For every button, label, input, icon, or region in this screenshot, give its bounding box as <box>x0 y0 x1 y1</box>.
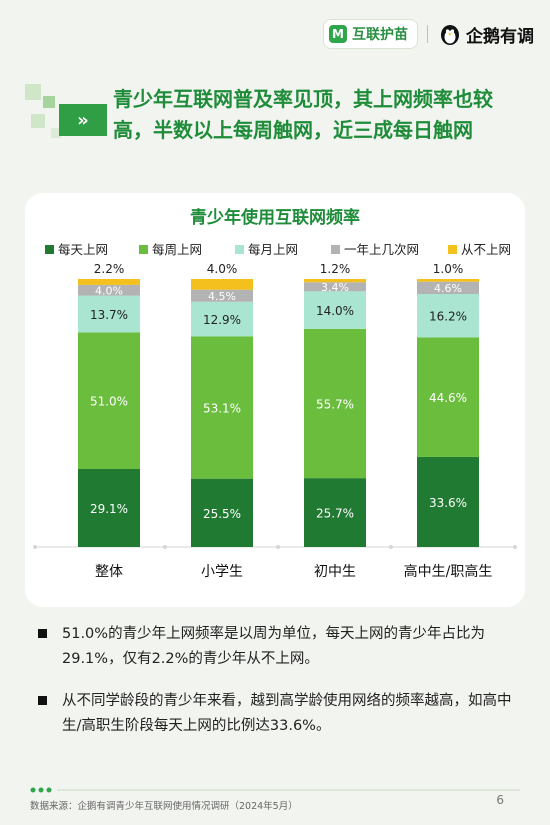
decor-square <box>31 114 45 128</box>
finding-item: 51.0%的青少年上网频率是以周为单位，每天上网的青少年占比为29.1%，仅有2… <box>38 622 528 672</box>
bar-segment <box>191 289 253 302</box>
huliân-humiao-logo: M 互联护苗 <box>324 20 417 48</box>
bar-segment <box>78 279 140 285</box>
bar-segment <box>417 279 479 282</box>
bar-segment <box>417 456 479 547</box>
logo-badge-text: 互联护苗 <box>352 27 408 43</box>
data-label: 16.2% <box>429 310 467 324</box>
data-label: 4.0% <box>95 284 123 297</box>
footer-divider <box>30 787 520 793</box>
axis-tick-dot <box>389 545 393 549</box>
penguin-survey-logo: 企鹅有调 <box>438 22 534 47</box>
data-label: 4.5% <box>208 290 236 303</box>
page-headline: 青少年互联网普及率见顶，其上网频率也较高，半数以上每周触网，近三成每日触网 <box>113 87 493 142</box>
legend-swatch <box>45 245 54 254</box>
data-label: 51.0% <box>90 395 128 409</box>
finding-text: 51.0%的青少年上网频率是以周为单位，每天上网的青少年占比为29.1%，仅有2… <box>62 626 486 667</box>
legend-label: 每天上网 <box>58 242 108 257</box>
bar-segment <box>417 281 479 295</box>
axis-tick-dot <box>276 545 280 549</box>
bar-segment <box>191 279 253 290</box>
decor-square <box>25 84 41 100</box>
data-label: 33.6% <box>429 496 467 510</box>
data-label: 1.2% <box>320 262 351 276</box>
logo-divider <box>427 25 428 43</box>
axis-tick-dot <box>163 545 167 549</box>
bar-segment <box>191 301 253 337</box>
data-label: 12.9% <box>203 313 241 327</box>
data-label: 13.7% <box>90 308 128 322</box>
legend-swatch <box>331 245 340 254</box>
data-label: 25.7% <box>316 507 354 521</box>
axis-tick-dot <box>33 545 37 549</box>
bar-segment <box>78 332 140 470</box>
finding-text: 从不同学龄段的青少年来看，越到高学龄使用网络的频率越高，如高中生/高职生阶段每天… <box>62 693 512 734</box>
bar-segment <box>78 469 140 547</box>
bar-segment <box>304 291 366 329</box>
bar-segment <box>417 337 479 457</box>
header-logos: M 互联护苗 企鹅有调 <box>324 20 534 48</box>
chart-title: 青少年使用互联网频率 <box>190 207 360 228</box>
chart-card: 青少年使用互联网频率每天上网 每周上网 每月上网 一年上几次网 从不上网 29.1% 51.… <box>25 193 525 607</box>
finding-item: 从不同学龄段的青少年来看，越到高学龄使用网络的频率越高，如高中生/高职生阶段每天… <box>38 689 528 739</box>
bar-segment <box>78 284 140 296</box>
category-label: 小学生 <box>201 564 243 580</box>
penguin-icon <box>441 25 459 45</box>
data-label: 3.4% <box>321 281 349 294</box>
key-findings: 51.0%的青少年上网频率是以周为单位，每天上网的青少年占比为29.1%，仅有2… <box>38 622 528 756</box>
bar-segment <box>304 282 366 292</box>
bar-segment <box>417 294 479 338</box>
bar-segment <box>191 336 253 479</box>
legend-label: 一年上几次网 <box>344 242 419 257</box>
data-label: 4.6% <box>434 282 462 295</box>
data-label: 44.6% <box>429 391 467 405</box>
data-label: 1.0% <box>433 262 464 276</box>
legend-swatch <box>139 245 148 254</box>
double-arrow-icon: » <box>59 104 107 136</box>
data-label: 2.2% <box>94 262 125 276</box>
data-label: 29.1% <box>90 502 128 516</box>
legend-label: 每周上网 <box>152 242 202 257</box>
bar-segment <box>191 478 253 547</box>
decor-square <box>43 96 55 108</box>
bar-segment <box>78 295 140 333</box>
bar-segment <box>304 279 366 283</box>
axis-tick-dot <box>513 545 517 549</box>
category-label: 高中生/职高生 <box>404 563 493 580</box>
data-label: 14.0% <box>316 304 354 318</box>
legend-swatch <box>448 245 457 254</box>
bar-segment <box>304 478 366 547</box>
data-label: 4.0% <box>207 262 238 276</box>
legend-swatch <box>235 245 244 254</box>
legend-label: 从不上网 <box>461 242 511 257</box>
category-label: 整体 <box>95 564 123 580</box>
partner-logo-text: 企鹅有调 <box>466 26 534 47</box>
data-label: 55.7% <box>316 397 354 411</box>
sprout-logo-icon: M <box>329 25 347 43</box>
decor-square <box>51 128 61 138</box>
bar-segment <box>304 328 366 479</box>
data-label: 25.5% <box>203 507 241 521</box>
bullet-square-icon <box>38 629 47 638</box>
legend-label: 每月上网 <box>248 242 298 257</box>
page-number: 6 <box>496 793 504 807</box>
data-label: 53.1% <box>203 402 241 416</box>
category-label: 初中生 <box>314 563 356 580</box>
bullet-square-icon <box>38 696 47 705</box>
data-source: 数据来源：企鹅有调青少年互联网使用情况调研（2024年5月） <box>30 801 298 812</box>
